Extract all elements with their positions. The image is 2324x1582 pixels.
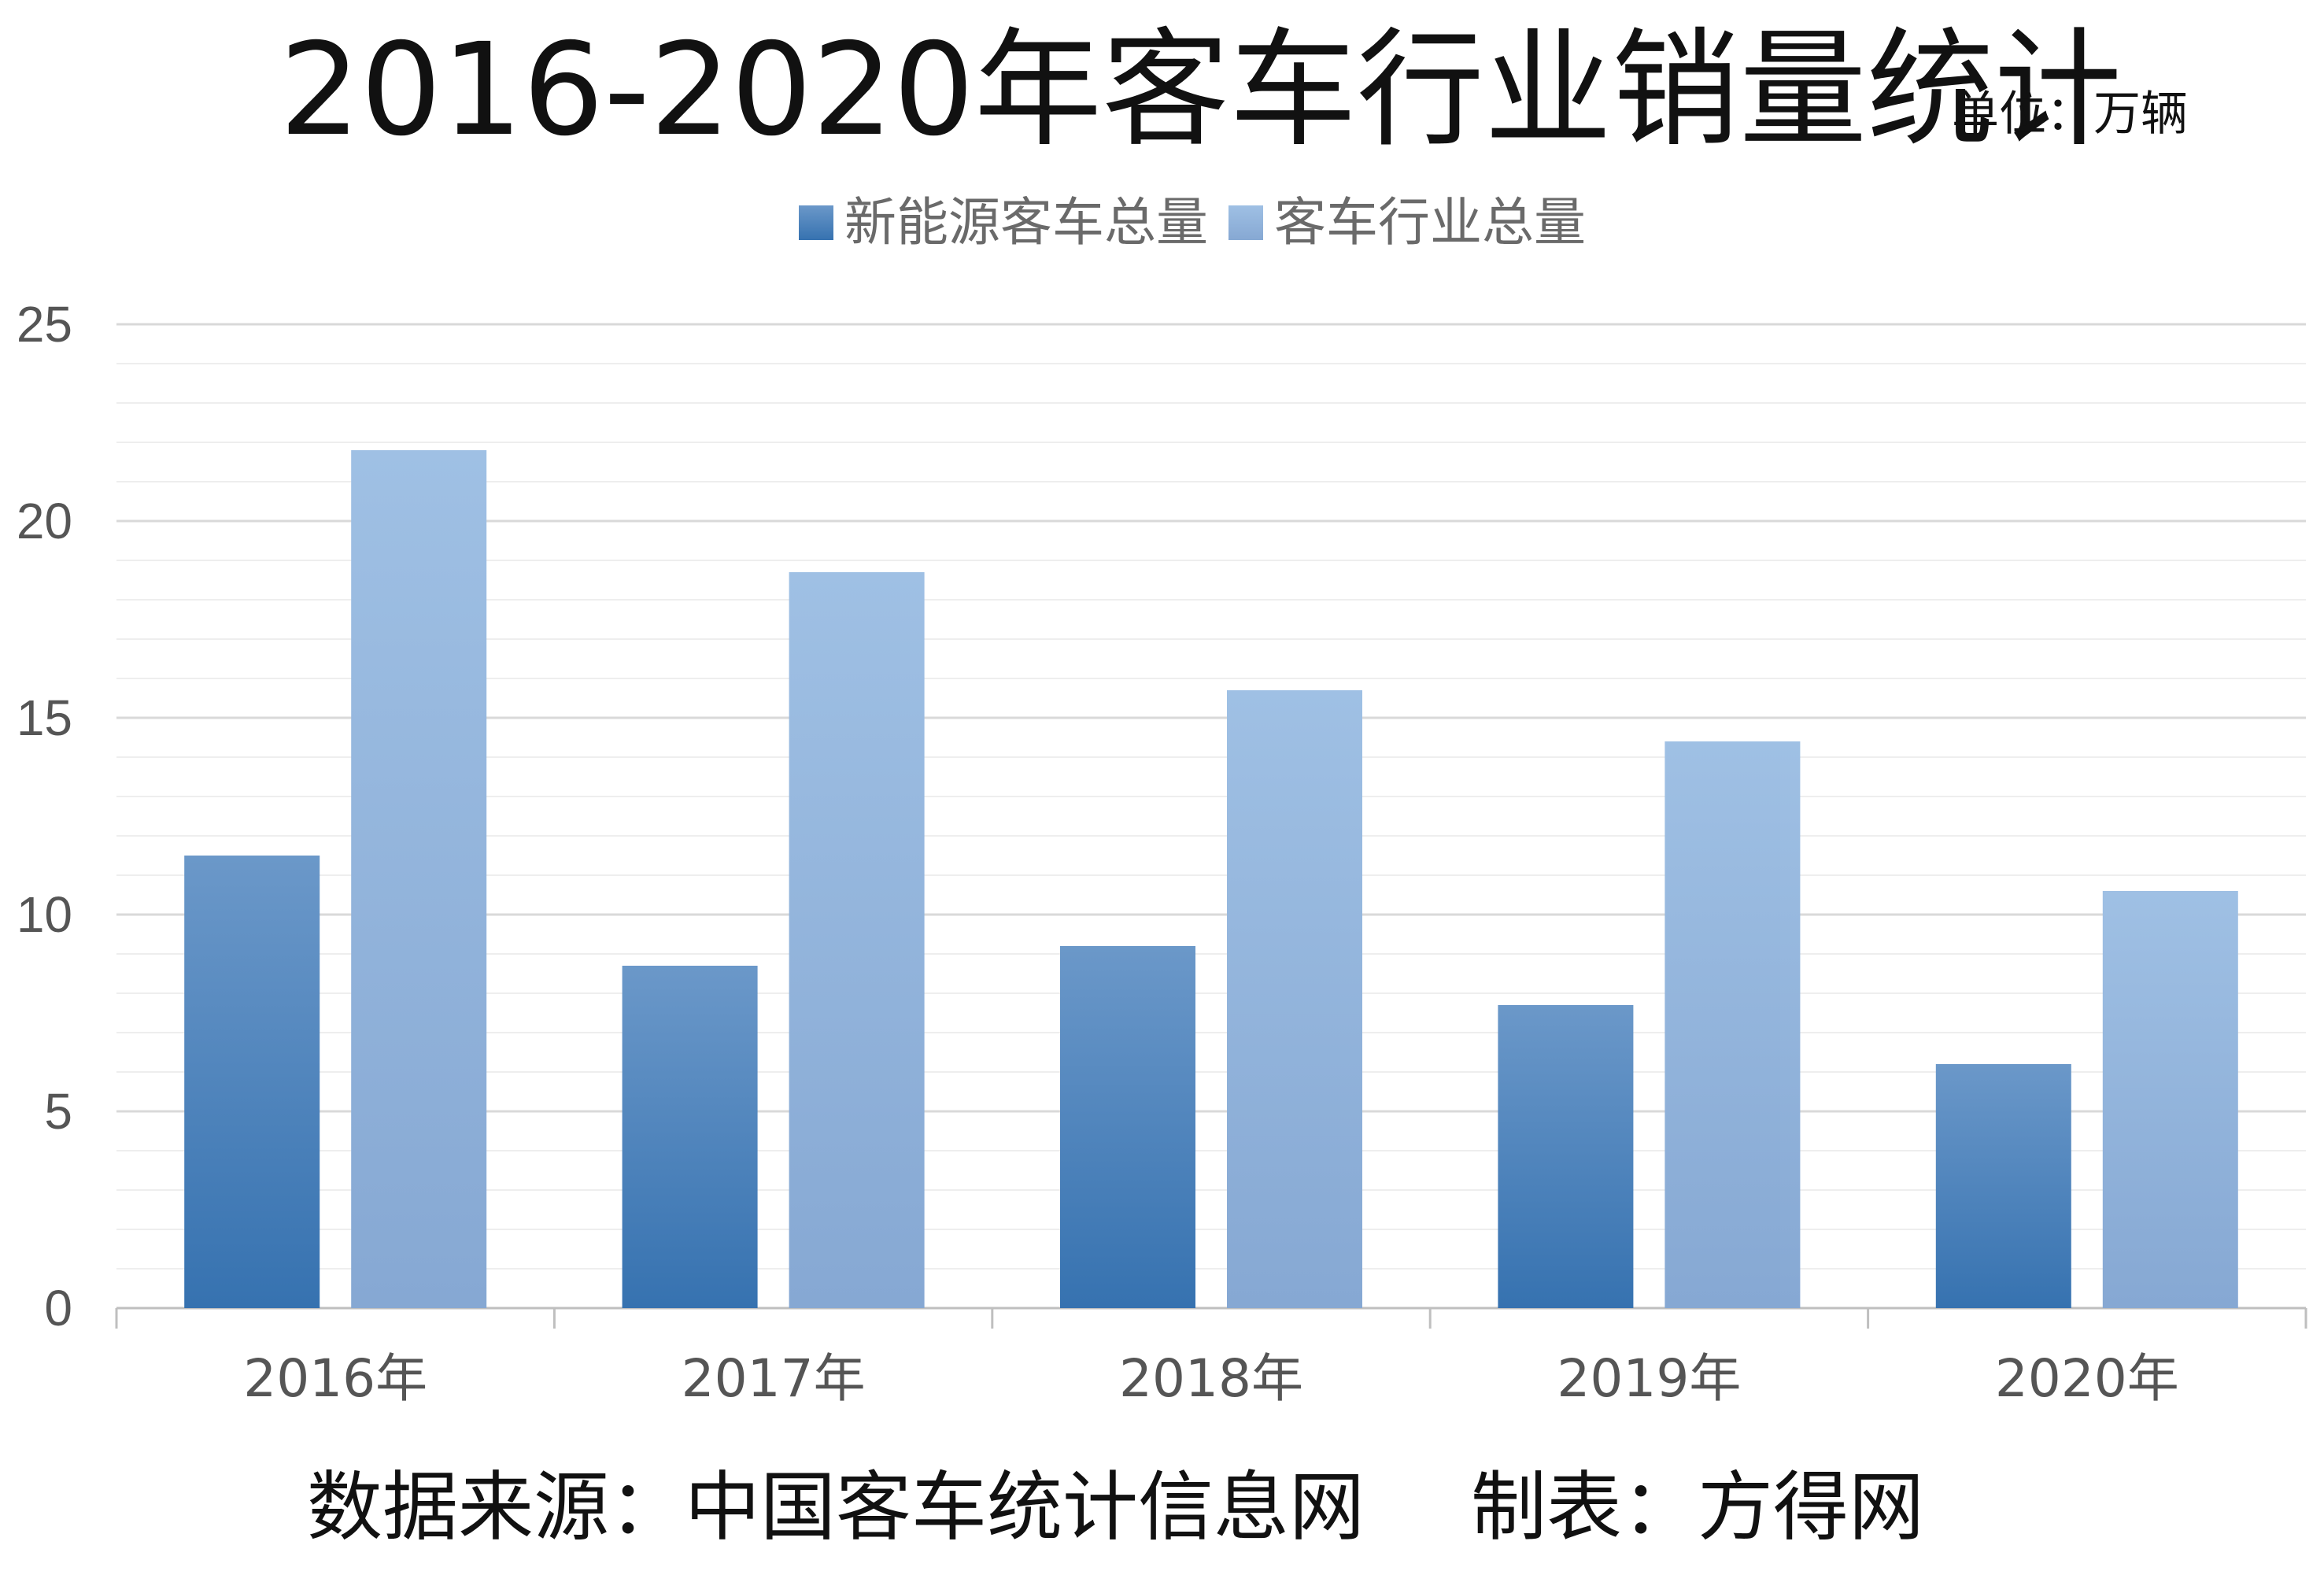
bar-series-1-3 — [1060, 946, 1195, 1308]
x-tick-label: 2019年 — [1557, 1348, 1741, 1409]
bar-series-2-1 — [351, 450, 487, 1308]
unit-label: 单位：万辆 — [1952, 87, 2188, 142]
chart-title: 2016-2020年客车行业销量统计 — [279, 17, 2123, 164]
y-tick-label: 15 — [17, 689, 72, 746]
x-tick-label: 2020年 — [1995, 1348, 2179, 1409]
bar-series-1-4 — [1498, 1005, 1634, 1308]
x-tick-label: 2017年 — [682, 1348, 866, 1409]
bar-series-2-2 — [789, 572, 925, 1308]
bar-series-2-3 — [1227, 690, 1362, 1308]
bar-series-2-4 — [1664, 741, 1801, 1308]
legend-swatch-series-1 — [799, 205, 833, 240]
legend-item-series-1: 新能源客车总量 — [799, 191, 1208, 254]
legend-label-series-2: 客车行业总量 — [1274, 192, 1586, 253]
y-tick-label: 10 — [17, 886, 72, 943]
bar-series-1-1 — [184, 856, 320, 1308]
y-tick-label: 20 — [17, 493, 72, 549]
y-tick-label: 25 — [17, 296, 72, 353]
y-tick-label: 0 — [44, 1280, 72, 1336]
x-tick-label: 2018年 — [1119, 1348, 1303, 1409]
maker-text: 制表：方得网 — [1471, 1463, 1924, 1551]
bar-series-2-5 — [2102, 891, 2238, 1308]
legend-item-series-2: 客车行业总量 — [1229, 191, 1586, 254]
x-tick-label: 2016年 — [243, 1348, 427, 1409]
bar-series-1-2 — [622, 966, 758, 1308]
legend: 新能源客车总量 客车行业总量 — [799, 187, 1595, 258]
y-tick-label: 5 — [44, 1083, 72, 1140]
footer-source: 数据来源：中国客车统计信息网 制表：方得网 — [307, 1460, 1924, 1554]
bar-series-1-5 — [1935, 1064, 2071, 1308]
legend-swatch-series-2 — [1229, 205, 1263, 240]
legend-label-series-1: 新能源客车总量 — [844, 192, 1208, 253]
source-text: 数据来源：中国客车统计信息网 — [307, 1463, 1365, 1551]
